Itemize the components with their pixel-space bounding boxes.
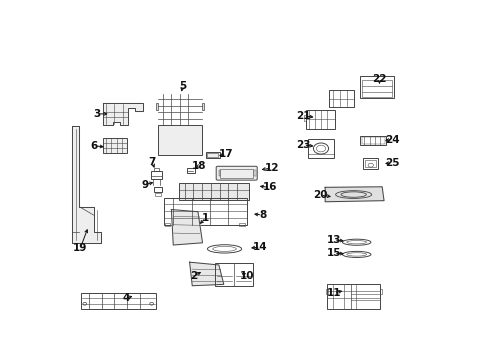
Bar: [327, 284, 380, 309]
Bar: [81, 293, 156, 309]
Text: 19: 19: [73, 243, 87, 253]
Text: 15: 15: [327, 248, 341, 258]
Bar: [326, 289, 328, 294]
Bar: [306, 110, 335, 129]
Polygon shape: [103, 103, 143, 125]
Bar: [156, 103, 158, 110]
Text: 5: 5: [179, 81, 186, 91]
Text: 12: 12: [265, 163, 279, 173]
Text: 2: 2: [191, 271, 198, 281]
Bar: [220, 169, 253, 178]
Text: 25: 25: [385, 158, 400, 168]
Bar: [380, 289, 382, 294]
Bar: [329, 90, 354, 107]
Bar: [365, 159, 376, 167]
Polygon shape: [72, 126, 101, 243]
Ellipse shape: [336, 191, 372, 198]
Bar: [164, 198, 247, 225]
Text: 11: 11: [327, 288, 341, 298]
Text: 18: 18: [192, 161, 206, 171]
Text: 10: 10: [240, 271, 255, 281]
Text: 20: 20: [313, 190, 327, 200]
Text: 23: 23: [296, 140, 311, 150]
Bar: [154, 168, 159, 171]
Text: 4: 4: [122, 293, 129, 303]
Bar: [254, 170, 256, 176]
Bar: [154, 186, 162, 192]
Text: 17: 17: [219, 149, 234, 159]
Bar: [103, 138, 126, 153]
Text: 7: 7: [148, 157, 156, 167]
Bar: [362, 80, 392, 97]
Bar: [151, 171, 162, 179]
Bar: [360, 76, 394, 98]
Bar: [215, 263, 253, 286]
Text: 8: 8: [259, 210, 266, 220]
Bar: [179, 183, 249, 200]
Text: 22: 22: [372, 74, 387, 84]
Bar: [187, 168, 195, 173]
Text: 16: 16: [263, 183, 277, 192]
Text: 3: 3: [94, 109, 101, 119]
Bar: [308, 139, 334, 158]
Polygon shape: [190, 262, 224, 286]
Polygon shape: [325, 187, 384, 202]
Text: 6: 6: [90, 141, 97, 151]
Bar: [361, 136, 386, 145]
Bar: [158, 125, 202, 156]
Bar: [155, 193, 161, 197]
Bar: [304, 115, 306, 121]
FancyBboxPatch shape: [216, 166, 257, 180]
Text: 1: 1: [202, 213, 209, 223]
Bar: [239, 223, 245, 226]
Text: 14: 14: [253, 242, 268, 252]
Bar: [362, 137, 385, 144]
Ellipse shape: [341, 192, 367, 197]
Text: 9: 9: [141, 180, 148, 190]
Text: 24: 24: [385, 135, 400, 145]
Bar: [219, 170, 220, 176]
Bar: [202, 103, 204, 110]
Text: 13: 13: [327, 235, 341, 245]
Text: 21: 21: [296, 111, 311, 121]
Polygon shape: [172, 210, 202, 245]
Bar: [207, 153, 219, 157]
Bar: [363, 158, 378, 169]
Bar: [206, 152, 220, 158]
Bar: [165, 223, 170, 226]
